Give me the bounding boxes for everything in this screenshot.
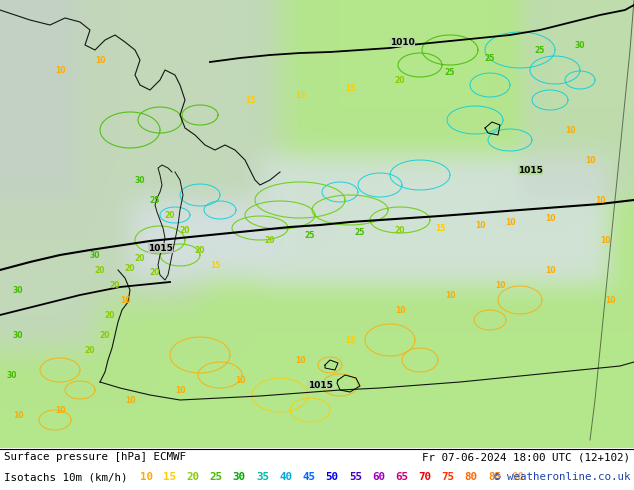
Text: 20: 20 [395,225,405,235]
Text: 20: 20 [186,472,200,482]
Text: 30: 30 [90,250,100,260]
Text: 20: 20 [180,225,190,235]
Text: 30: 30 [135,175,145,185]
Text: 10: 10 [94,55,105,65]
Text: 10: 10 [55,406,65,415]
Text: 10: 10 [505,218,515,226]
Text: 25: 25 [305,230,315,240]
Text: 1015: 1015 [307,381,332,390]
Text: 90: 90 [511,472,524,482]
Text: 45: 45 [302,472,315,482]
Text: 30: 30 [13,286,23,294]
Text: 40: 40 [279,472,292,482]
Text: Surface pressure [hPa] ECMWF: Surface pressure [hPa] ECMWF [4,452,186,462]
Text: 25: 25 [445,68,455,76]
Text: 20: 20 [195,245,205,254]
Text: Fr 07-06-2024 18:00 UTC (12+102): Fr 07-06-2024 18:00 UTC (12+102) [422,452,630,462]
Text: 10: 10 [120,295,130,304]
Text: 20: 20 [150,268,160,276]
Text: 25: 25 [355,227,365,237]
Text: 20: 20 [395,75,405,84]
Text: 10: 10 [475,220,485,229]
Text: 25: 25 [535,46,545,54]
Text: 10: 10 [595,196,605,204]
Text: 20: 20 [265,236,275,245]
Text: 30: 30 [233,472,246,482]
Text: 20: 20 [94,266,105,274]
Text: 10: 10 [545,214,555,222]
Text: 20: 20 [100,331,110,340]
Text: 10: 10 [235,375,245,385]
Text: 25: 25 [485,53,495,63]
Text: 60: 60 [372,472,385,482]
Text: 75: 75 [442,472,455,482]
Text: © weatheronline.co.uk: © weatheronline.co.uk [493,472,630,482]
Text: 30: 30 [575,41,585,49]
Text: 25: 25 [210,472,223,482]
Text: 10: 10 [545,266,555,274]
Text: 20: 20 [105,311,115,319]
Text: 15: 15 [435,223,445,232]
Text: 10: 10 [13,411,23,419]
Text: 15: 15 [245,96,256,104]
Text: 10: 10 [600,236,611,245]
Text: 35: 35 [256,472,269,482]
Text: 1015: 1015 [518,166,543,174]
Text: 10: 10 [55,66,65,74]
Text: 20: 20 [165,211,175,220]
Text: 15: 15 [345,83,355,93]
Text: 10: 10 [585,155,595,165]
Text: 10: 10 [605,295,615,304]
Text: 10: 10 [444,291,455,299]
Text: 1010: 1010 [390,38,415,47]
Text: 20: 20 [85,345,95,354]
Text: 25: 25 [150,196,160,204]
Text: Isotachs 10m (km/h): Isotachs 10m (km/h) [4,472,127,482]
Text: 10: 10 [395,305,405,315]
Text: 15: 15 [163,472,176,482]
Text: 85: 85 [488,472,501,482]
Text: 10: 10 [125,395,135,405]
Text: 15: 15 [345,336,355,344]
Text: 70: 70 [418,472,431,482]
Text: 1015: 1015 [148,244,173,252]
Text: 10: 10 [495,280,505,290]
Text: 10: 10 [175,386,185,394]
Text: 10: 10 [295,356,305,365]
Text: 20: 20 [135,253,145,263]
Text: 15: 15 [295,91,305,99]
Text: 80: 80 [465,472,478,482]
Text: 20: 20 [110,280,120,290]
Text: 10: 10 [140,472,153,482]
Text: 30: 30 [7,370,17,380]
Text: 20: 20 [125,264,135,272]
Text: 10: 10 [565,125,575,134]
Text: 15: 15 [210,261,220,270]
Text: 65: 65 [395,472,408,482]
Text: 55: 55 [349,472,362,482]
Text: 50: 50 [326,472,339,482]
Text: 30: 30 [13,331,23,340]
